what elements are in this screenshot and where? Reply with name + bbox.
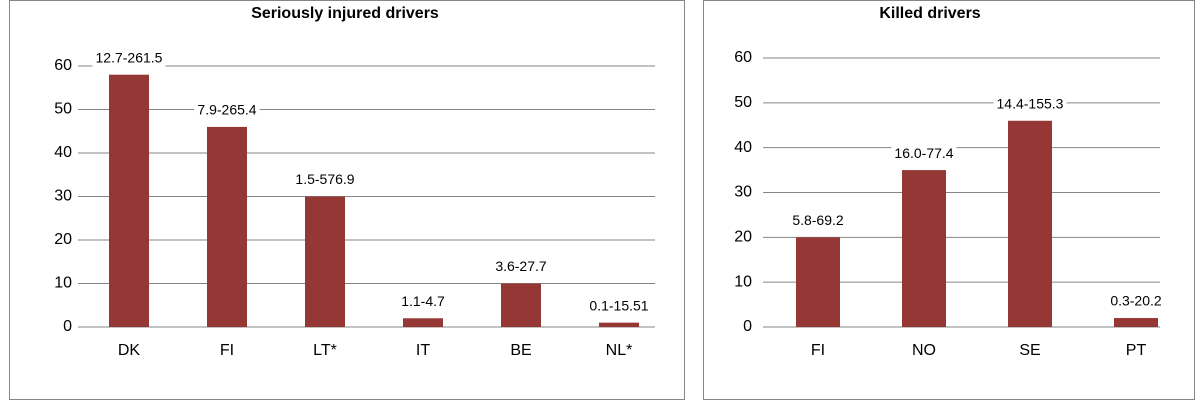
x-tick-label: FI: [220, 342, 234, 359]
data-label: 14.4-155.3: [997, 95, 1064, 111]
data-label-bg: [993, 95, 1067, 114]
y-tick-label: 30: [734, 184, 752, 201]
y-tick-label: 10: [54, 275, 72, 292]
y-tick-label: 60: [54, 57, 72, 74]
x-tick-label: FI: [811, 342, 825, 359]
data-label-bg: [292, 171, 358, 190]
x-tick-label: PT: [1126, 342, 1147, 359]
y-tick-label: 50: [734, 94, 752, 111]
data-label: 12.7-261.5: [96, 49, 163, 65]
data-label-bg: [586, 297, 652, 316]
data-label: 1.1-4.7: [401, 293, 445, 309]
x-tick-label: IT: [416, 342, 430, 359]
data-label-bg: [891, 145, 957, 164]
chart-title: Killed drivers: [879, 5, 980, 22]
bar: [305, 196, 345, 327]
y-tick-label: 10: [734, 273, 752, 290]
data-label-bg: [398, 293, 448, 312]
data-label: 16.0-77.4: [894, 145, 953, 161]
y-tick-label: 0: [743, 318, 752, 335]
data-label: 5.8-69.2: [792, 212, 844, 228]
x-tick-label: BE: [510, 342, 531, 359]
y-tick-label: 20: [54, 231, 72, 248]
panel: [703, 0, 1195, 400]
x-tick-label: NO: [912, 342, 936, 359]
bar: [403, 318, 443, 327]
data-label: 3.6-27.7: [495, 258, 547, 274]
y-tick-label: 40: [54, 144, 72, 161]
y-tick-label: 30: [54, 188, 72, 205]
data-label: 0.3-20.2: [1110, 293, 1162, 309]
data-label-bg: [789, 212, 847, 231]
chart-title-bg: [875, 4, 985, 24]
data-label: 0.1-15.51: [589, 297, 648, 313]
x-tick-label: SE: [1019, 342, 1040, 359]
bar: [207, 126, 247, 328]
data-label: 7.9-265.4: [197, 102, 256, 118]
bar: [1008, 120, 1052, 328]
y-tick-label: 0: [63, 318, 72, 335]
data-label-bg: [492, 258, 550, 277]
data-label-bg: [1107, 293, 1165, 312]
chart-title-bg: [247, 4, 443, 24]
bar: [796, 237, 840, 327]
y-tick-label: 50: [54, 101, 72, 118]
bar: [109, 74, 149, 327]
x-tick-label: LT*: [313, 342, 337, 359]
y-tick-label: 20: [734, 229, 752, 246]
data-label-bg: [194, 101, 260, 120]
bar: [501, 283, 541, 327]
y-tick-label: 60: [734, 49, 752, 66]
bar: [599, 322, 639, 327]
bar: [902, 170, 946, 327]
x-tick-label: NL*: [606, 342, 633, 359]
y-tick-label: 40: [734, 139, 752, 156]
x-tick-label: DK: [118, 342, 141, 359]
data-label-bg: [92, 49, 166, 68]
bar: [1114, 318, 1158, 327]
data-label: 1.5-576.9: [295, 171, 354, 187]
chart-title: Seriously injured drivers: [251, 5, 439, 22]
